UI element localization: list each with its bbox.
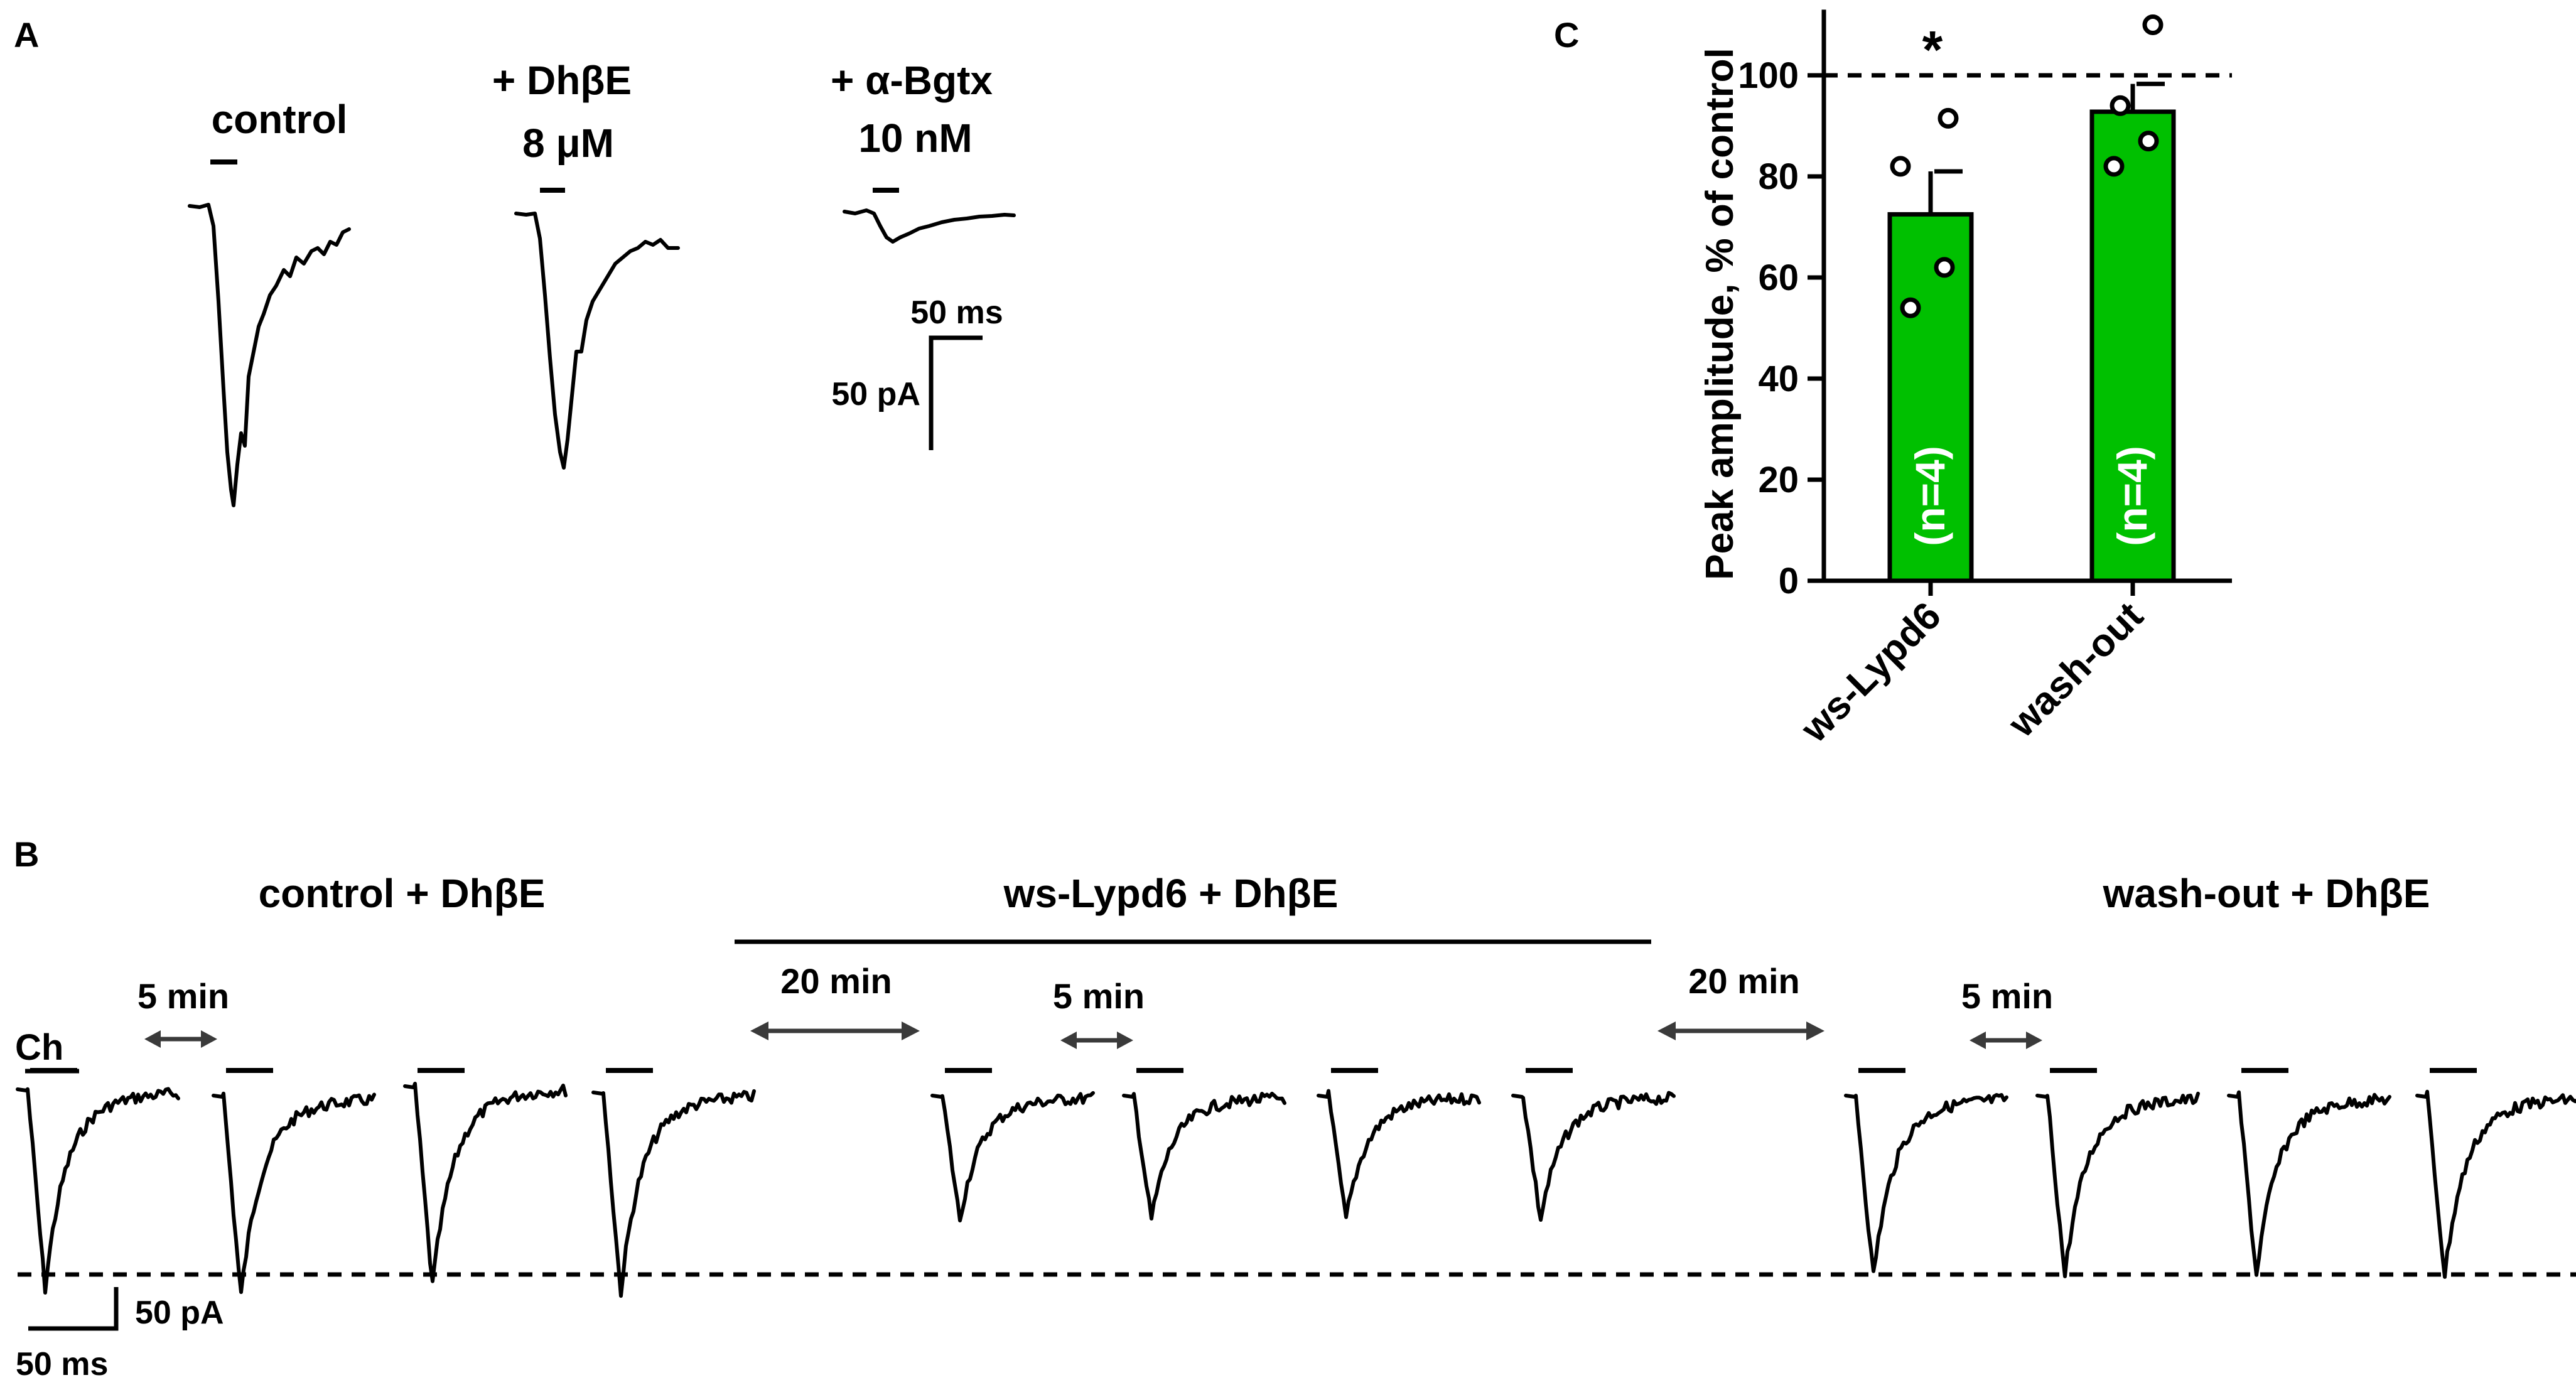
significance-marker: *: [1922, 20, 1943, 79]
data-point: [2103, 156, 2125, 177]
x-tick-label: wash-out: [2000, 594, 2152, 746]
scale-b-time: 50 ms: [16, 1346, 108, 1382]
current-trace: [2035, 1091, 2200, 1278]
scale-bar-b: 50 pA 50 ms: [16, 1287, 224, 1382]
condition-control-label: control: [212, 97, 348, 142]
interval-arrow-1: 5 min: [137, 976, 229, 1048]
current-trace: [1122, 1091, 1286, 1221]
y-tick-label: 100: [1738, 55, 1799, 96]
group-control-title: control + DhβE: [259, 871, 546, 916]
group-washout-title: wash-out + DhβE: [2103, 871, 2430, 916]
condition-dhbe-line2: 8 μM: [522, 121, 614, 166]
data-point: [2138, 131, 2159, 152]
y-tick-label: 0: [1779, 561, 1799, 601]
panel-b: B control + DhβE ws-Lypd6 + DhβE wash-ou…: [14, 834, 2576, 1382]
interval-arrow-3: 5 min: [1053, 976, 1145, 1049]
group-lypd6-title: ws-Lypd6 + DhβE: [1003, 871, 1339, 916]
condition-dhbe-line1: + DhβE: [492, 58, 632, 103]
interval-label-2: 20 min: [780, 961, 892, 1001]
trace-bgtx: [843, 208, 1016, 244]
current-trace: [930, 1091, 1095, 1222]
bar-wash-out: [2089, 109, 2176, 583]
interval-label-3: 5 min: [1053, 976, 1145, 1016]
interval-arrow-2: 20 min: [750, 961, 920, 1040]
current-trace: [2415, 1089, 2576, 1279]
current-trace: [16, 1087, 180, 1295]
x-tick-label: ws-Lypd6: [1792, 594, 1949, 751]
interval-arrow-4: 20 min: [1657, 961, 1824, 1040]
interval-label-1: 5 min: [137, 976, 229, 1016]
data-point: [1900, 297, 1921, 318]
trace-dhbe: [514, 212, 680, 470]
panel-a-label: A: [14, 15, 39, 55]
y-tick-label: 80: [1758, 156, 1799, 197]
condition-bgtx-line2: 10 nM: [858, 116, 972, 161]
current-trace: [1844, 1093, 2008, 1273]
panel-c-label: C: [1554, 15, 1579, 55]
scale-bar-a: 50 ms 50 pA: [831, 294, 1003, 450]
trace-control: [188, 203, 351, 507]
n-label: (n=4): [1907, 446, 1953, 546]
panel-c: C Peak amplitude, % of control 0 20 40 60 80…: [1554, 9, 2232, 751]
scale-a-current: 50 pA: [831, 376, 920, 412]
current-trace: [591, 1089, 756, 1298]
n-label: (n=4): [2109, 446, 2155, 546]
data-point: [2142, 14, 2164, 35]
stimulus-ch-label: Ch: [15, 1027, 63, 1068]
scale-b-current: 50 pA: [135, 1295, 224, 1331]
panel-a: A control + DhβE 8 μM + α-Bgtx 10 nM 50 …: [14, 15, 1016, 507]
error-bar: [1928, 169, 1963, 215]
data-point: [1934, 257, 1955, 278]
y-axis-label: Peak amplitude, % of control: [1698, 48, 1742, 579]
panel-b-traces: [16, 1068, 2576, 1298]
data-point: [2110, 95, 2131, 116]
interval-label-5: 5 min: [1961, 976, 2053, 1016]
y-tick-label: 40: [1758, 358, 1799, 399]
current-trace: [2227, 1090, 2391, 1277]
current-trace: [1317, 1089, 1481, 1219]
panel-b-label: B: [14, 834, 39, 874]
bar-chart: 0 20 40 60 80 100 (n=4) * ws-Lypd6 (n=4) wash-out: [1738, 9, 2232, 751]
current-trace: [403, 1082, 568, 1283]
error-bar: [2130, 82, 2165, 112]
scale-a-time: 50 ms: [910, 294, 1003, 331]
y-tick-label: 20: [1758, 460, 1799, 500]
condition-bgtx-line1: + α-Bgtx: [831, 58, 993, 103]
data-point: [1890, 156, 1911, 177]
data-point: [1937, 107, 1959, 129]
y-tick-label: 60: [1758, 257, 1799, 298]
current-trace: [212, 1091, 376, 1294]
current-trace: [1511, 1091, 1676, 1222]
interval-arrow-5: 5 min: [1961, 976, 2053, 1049]
interval-label-4: 20 min: [1688, 961, 1799, 1001]
